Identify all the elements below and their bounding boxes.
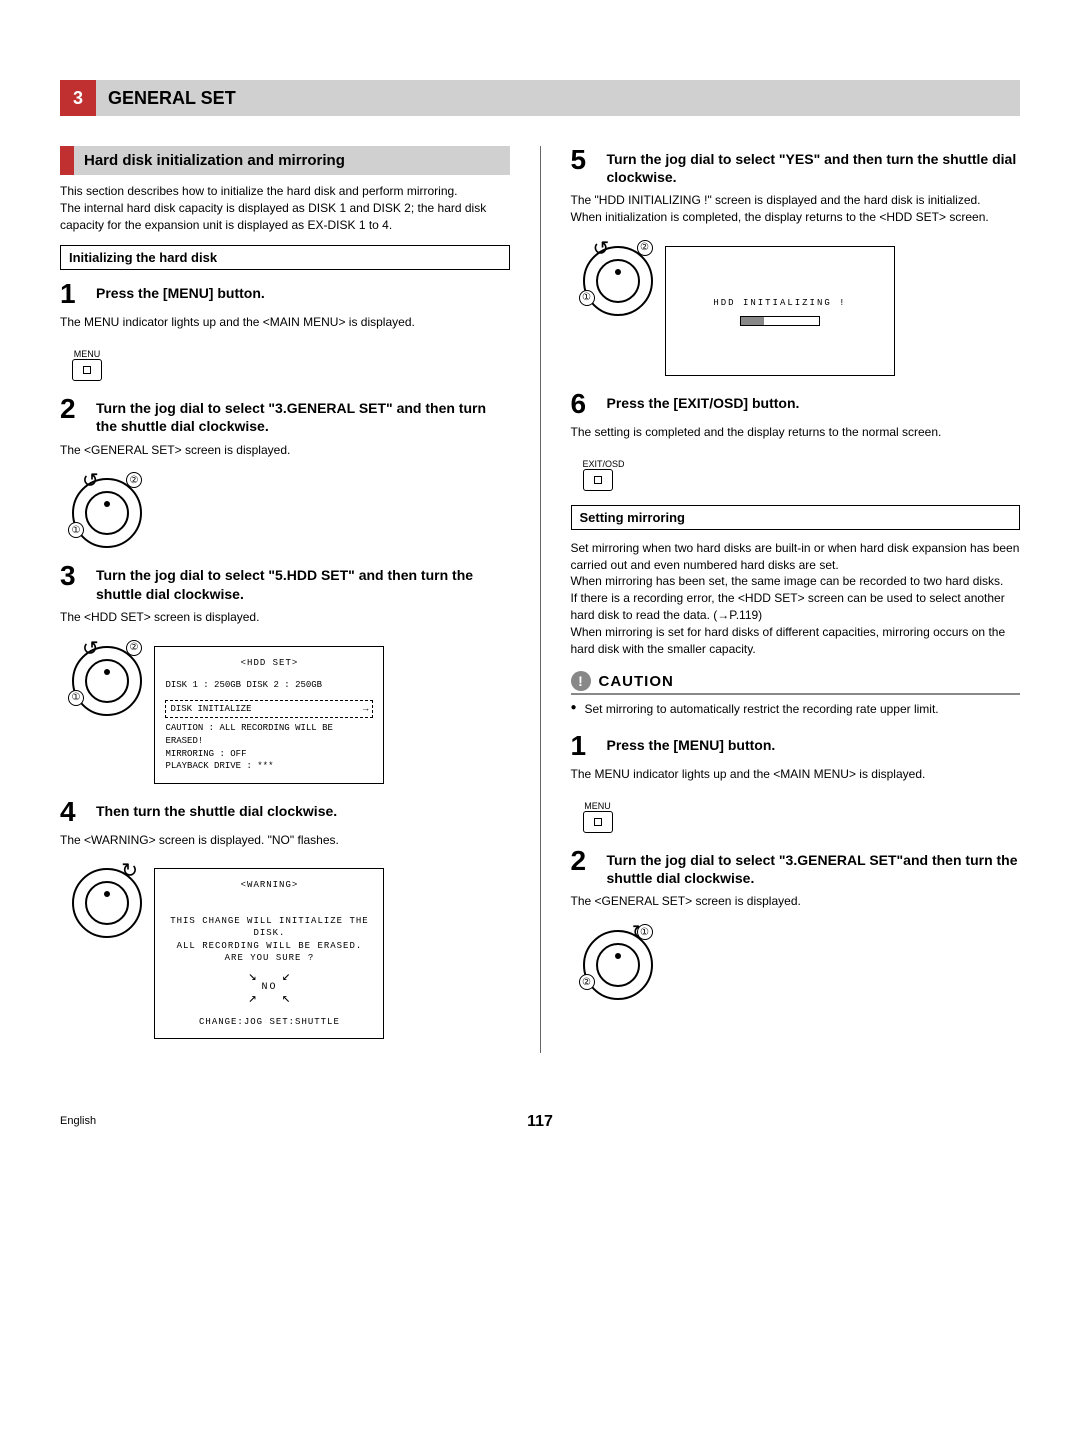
mirror-step-2: 2 Turn the jog dial to select "3.GENERAL… [571,847,1021,887]
step-body: The <GENERAL SET> screen is displayed. [60,442,510,459]
screen-playback: PLAYBACK DRIVE : *** [165,760,373,773]
warning-screen: <WARNING> THIS CHANGE WILL INITIALIZE TH… [154,868,384,1039]
step-body: The MENU indicator lights up and the <MA… [571,766,1021,783]
step-title: Then turn the shuttle dial clockwise. [96,798,337,826]
step-title: Press the [MENU] button. [607,732,776,760]
step-title: Press the [EXIT/OSD] button. [607,390,800,418]
step-number: 2 [571,847,595,887]
mirror-p1: Set mirroring when two hard disks are bu… [571,541,1020,572]
step-number: 6 [571,390,595,418]
step-2: 2 Turn the jog dial to select "3.GENERAL… [60,395,510,435]
left-column: Hard disk initialization and mirroring T… [60,146,510,1053]
screen-mirror: MIRRORING : OFF [165,748,373,761]
screen-line: DISK 1 : 250GB DISK 2 : 250GB [165,679,373,692]
screen-title: <HDD SET> [165,657,373,670]
mirror-text: Set mirroring when two hard disks are bu… [571,540,1021,658]
caution-icon: ! [571,671,591,691]
mirror-step-1: 1 Press the [MENU] button. [571,732,1021,760]
step-number: 4 [60,798,84,826]
init-msg: HDD INITIALIZING ! [676,297,884,310]
subheading-initializing: Initializing the hard disk [60,245,510,270]
step-title: Turn the jog dial to select "YES" and th… [607,146,1021,186]
content-columns: Hard disk initialization and mirroring T… [60,146,1020,1053]
step-title: Turn the jog dial to select "3.GENERAL S… [96,395,510,435]
step-3: 3 Turn the jog dial to select "5.HDD SET… [60,562,510,602]
caution-label: CAUTION [599,673,674,690]
screen-title: <WARNING> [165,879,373,892]
step-body: The <GENERAL SET> screen is displayed. [571,893,1021,910]
section-heading: Hard disk initialization and mirroring [60,146,510,175]
jog-dial-icon: ↻ [72,868,142,938]
step-number: 1 [571,732,595,760]
step-title: Press the [MENU] button. [96,280,265,308]
screen-highlight: DISK INITIALIZE → [165,700,373,719]
step-title: Turn the jog dial to select "5.HDD SET" … [96,562,510,602]
jog-dial-icon: ↺ ② ① [583,246,653,316]
warn-foot: CHANGE:JOG SET:SHUTTLE [165,1016,373,1029]
subheading-mirroring: Setting mirroring [571,505,1021,530]
screen-caution: CAUTION : ALL RECORDING WILL BE ERASED! [165,722,373,747]
menu-button-icon: MENU [583,801,613,833]
step-5: 5 Turn the jog dial to select "YES" and … [571,146,1021,186]
warn-l2: ALL RECORDING WILL BE ERASED. [165,940,373,953]
jog-dial-icon: ↻ ① ② [583,930,653,1000]
step-number: 3 [60,562,84,602]
right-column: 5 Turn the jog dial to select "YES" and … [540,146,1021,1053]
disk-initialize-label: DISK INITIALIZE [170,704,251,714]
step-title: Turn the jog dial to select "3.GENERAL S… [607,847,1021,887]
caution-heading: ! CAUTION [571,671,1021,695]
menu-label: MENU [72,349,102,359]
mirror-p3: If there is a recording error, the <HDD … [571,591,1005,622]
menu-label: MENU [583,801,613,811]
step-number: 5 [571,146,595,186]
hdd-set-screen: <HDD SET> DISK 1 : 250GB DISK 2 : 250GB … [154,646,384,784]
step-body: The setting is completed and the display… [571,424,1021,441]
jog-dial-icon: ↺ ② ① [72,478,142,548]
s5-b2: When initialization is completed, the di… [571,210,989,224]
step-body: The "HDD INITIALIZING !" screen is displ… [571,192,1021,226]
step-1: 1 Press the [MENU] button. [60,280,510,308]
menu-button-icon: MENU [72,349,102,381]
warn-l3: ARE YOU SURE ? [165,952,373,965]
intro-p2: The internal hard disk capacity is displ… [60,201,486,232]
chapter-title: GENERAL SET [108,88,236,109]
intro-p1: This section describes how to initialize… [60,184,458,198]
step-number: 2 [60,395,84,435]
intro-text: This section describes how to initialize… [60,183,510,233]
chapter-header: 3 GENERAL SET [60,80,1020,116]
chapter-number: 3 [60,80,96,116]
s5-b1: The "HDD INITIALIZING !" screen is displ… [571,193,981,207]
warn-l1: THIS CHANGE WILL INITIALIZE THE DISK. [165,915,373,940]
step-number: 1 [60,280,84,308]
mirror-p2: When mirroring has been set, the same im… [571,574,1004,588]
jog-dial-icon: ↺ ② ① [72,646,142,716]
step-body: The <WARNING> screen is displayed. "NO" … [60,832,510,849]
exit-label: EXIT/OSD [583,459,625,469]
init-screen: HDD INITIALIZING ! [665,246,895,376]
step-4: 4 Then turn the shuttle dial clockwise. [60,798,510,826]
step-body: The MENU indicator lights up and the <MA… [60,314,510,331]
step-6: 6 Press the [EXIT/OSD] button. [571,390,1021,418]
exit-button-icon: EXIT/OSD [583,459,625,491]
mirror-p4: When mirroring is set for hard disks of … [571,625,1006,656]
step-body: The <HDD SET> screen is displayed. [60,609,510,626]
caution-text: Set mirroring to automatically restrict … [571,701,1021,718]
